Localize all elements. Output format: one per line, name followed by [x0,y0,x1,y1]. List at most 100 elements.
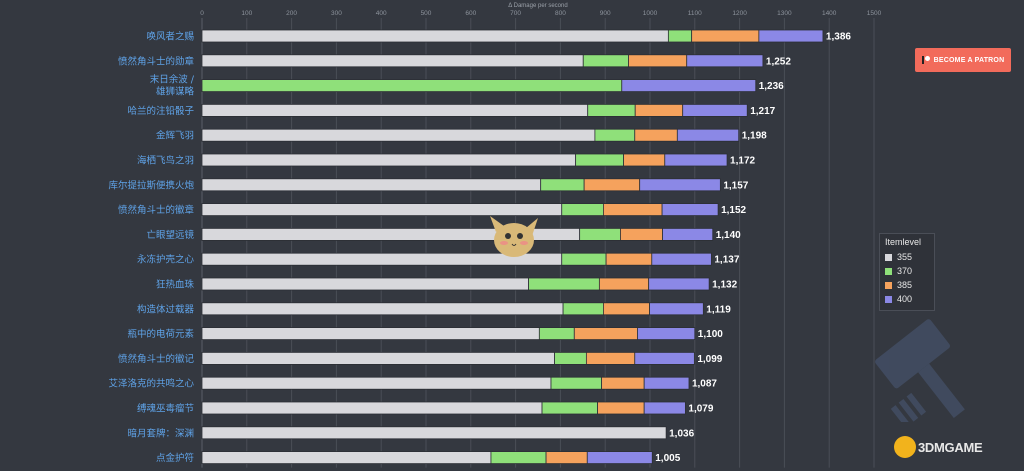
bar-segment-355 [201,178,542,192]
bar-segment-400 [662,227,714,241]
total-label: 1,198 [742,131,767,142]
patreon-icon [921,56,930,64]
hammer-watermark-icon [875,319,965,422]
bar-segment-385 [601,376,645,390]
x-tick-label: 1200 [732,10,747,17]
bar-segment-385 [634,128,678,142]
watermark-text: 3DMGAME [918,440,983,455]
bar-segment-400 [651,252,712,266]
category-label: 愤然角斗士的徽章 [118,204,195,216]
total-label: 1,217 [750,106,775,117]
category-label: 哈兰的注铅骰子 [127,105,194,117]
total-labels: 1,386 1,252 1,236 1,217 1,198 1,172 1,157 1,152… [655,32,851,465]
category-label: 唤风者之赐 [146,31,194,43]
x-tick-label: 200 [286,10,297,17]
legend: Itemlevel 355 370 385 400 [879,233,935,311]
bar-segment-385 [573,327,638,341]
bar-segment-385 [597,401,645,415]
bar-segment-385 [605,252,653,266]
legend-label: 385 [897,280,913,290]
legend-item[interactable]: 370 [885,264,929,278]
legend-title: Itemlevel [885,237,922,247]
x-tick-label: 1100 [688,10,702,17]
category-label: 构造体过载器 [137,303,195,315]
bar-segment-400 [758,29,824,43]
bar-segment-370 [594,128,636,142]
bar-segment-370 [575,153,624,167]
bar-segment-370 [541,401,598,415]
bar-segment-355 [201,426,667,440]
total-label: 1,036 [669,428,694,439]
x-tick-label: 400 [376,10,387,17]
x-tick-label: 600 [465,10,476,17]
3dmgame-logo-icon [894,436,916,458]
bar-segment-400 [649,302,704,316]
category-label: 亡眼望远镜 [146,229,194,241]
x-tick-label: 1400 [822,10,837,17]
bar-segment-370 [579,227,621,241]
legend-label: 355 [897,252,913,262]
legend-swatch [885,295,892,303]
category-label: 暗月套牌：深渊 [127,427,194,439]
bar-segment-400 [686,54,764,68]
legend-swatch [885,253,892,261]
category-label: 艾泽洛克的共鸣之心 [108,378,194,390]
total-label: 1,099 [697,354,722,365]
bar-segment-355 [201,327,540,341]
bar-segment-370 [667,29,693,43]
bar-segment-355 [201,351,555,365]
bar-segment-370 [561,252,607,266]
category-label: 瓶中的电荷元素 [127,328,194,340]
legend-swatch [885,267,892,275]
bar-segment-400 [643,401,686,415]
bar-segment-370 [490,451,547,465]
bar-segment-385 [583,178,641,192]
x-tick-label: 1300 [777,10,792,17]
bar-segment-355 [201,401,543,415]
category-label: 海栖飞鸟之羽 [137,155,194,167]
bar-segment-370 [587,104,636,117]
x-axis-label: Δ Damage per second [508,3,567,9]
bar-segment-370 [540,178,585,192]
bar-segment-385 [634,104,684,117]
x-tick-label: 700 [510,10,521,17]
become-a-patron-button[interactable]: BECOME A PATRON [915,48,1011,72]
total-label: 1,119 [706,304,731,315]
category-label: 库尔提拉斯便携火炮 [108,179,194,191]
legend-swatch [885,281,892,289]
bar-segment-400 [676,128,740,142]
bar-segment-385 [628,54,688,68]
legend-item[interactable]: 400 [885,292,929,306]
bar-segment-355 [201,54,584,68]
bar-segment-385 [620,227,663,241]
total-label: 1,005 [655,453,680,464]
category-label: 金辉飞羽 [156,130,194,142]
bar-segment-355 [201,376,552,390]
bar-segment-385 [691,29,760,43]
bars [201,29,824,465]
total-label: 1,100 [698,329,723,340]
bar-segment-385 [603,302,650,316]
bar-segment-400 [648,277,710,291]
bar-segment-355 [201,128,596,142]
category-label: 点金护符 [156,452,194,464]
x-tick-label: 900 [600,10,611,17]
total-label: 1,137 [714,255,739,266]
bar-segment-385 [603,203,663,217]
bar-segment-370 [201,79,623,92]
category-label: 缚魂巫毒瘤节 [137,403,194,415]
bar-segment-355 [201,29,669,43]
legend-item[interactable]: 385 [885,278,929,292]
total-label: 1,172 [730,156,755,167]
bar-segment-400 [664,153,728,167]
category-label: 永冻护壳之心 [137,254,195,266]
category-label: 狂热血珠 [156,279,195,291]
legend-item[interactable]: 355 [885,250,929,264]
x-tick-label: 0 [200,10,204,17]
total-label: 1,236 [759,81,784,92]
bar-segment-370 [528,277,600,291]
bar-segment-400 [637,327,696,341]
x-tick-label: 1000 [643,10,658,17]
bar-segment-400 [634,351,695,365]
